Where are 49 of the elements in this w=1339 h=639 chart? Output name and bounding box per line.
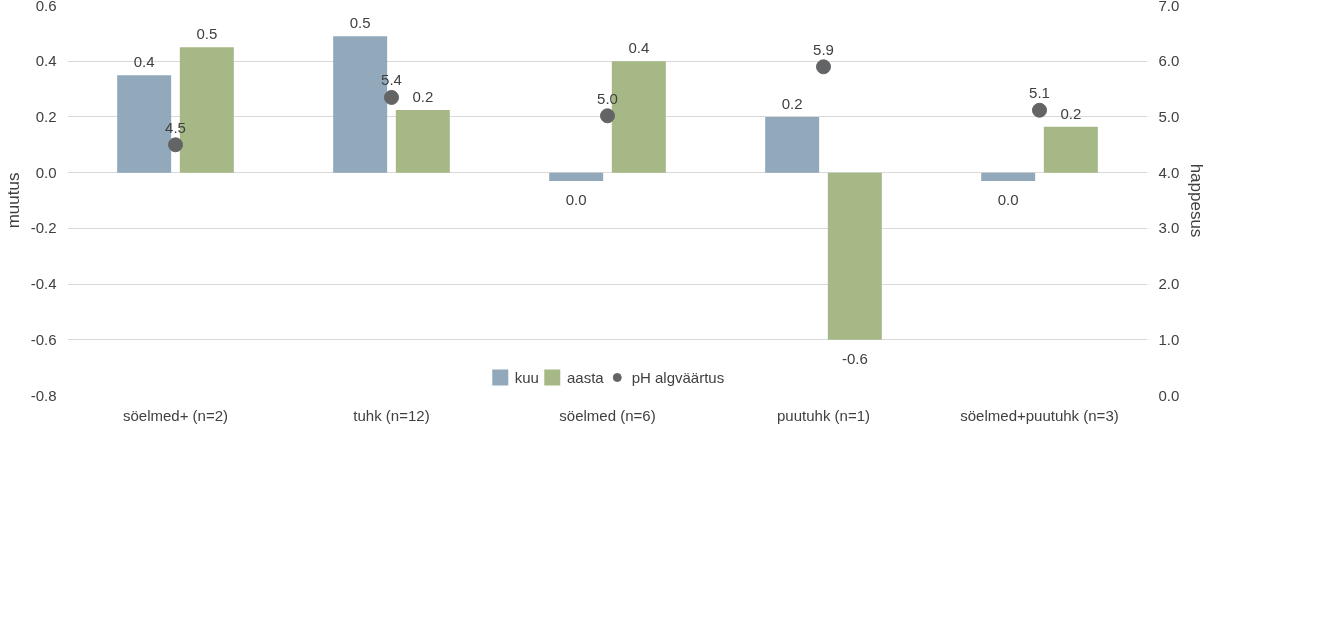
data-label: 0.2 [1060, 104, 1082, 122]
y2-tick-label: 3.0 [1158, 219, 1180, 237]
bar [981, 172, 1036, 181]
bar [765, 116, 820, 173]
x-tick-label: tuhk (n=12) [353, 406, 430, 424]
point [600, 108, 615, 124]
y2-tick-label: 2.0 [1158, 275, 1180, 293]
bar [827, 172, 882, 340]
data-label: 5.1 [1029, 84, 1050, 102]
y-tick-label: -0.4 [30, 275, 57, 293]
bar [395, 109, 450, 173]
legend-label: aasta [566, 368, 604, 386]
bar [1043, 126, 1098, 173]
y-tick-label: 0.0 [35, 163, 57, 181]
data-label: 0.5 [196, 25, 218, 43]
y2-tick-label: 6.0 [1158, 52, 1180, 70]
y-axis-title: muutus [3, 172, 23, 229]
legend-label: kuu [514, 368, 539, 386]
point [1032, 102, 1047, 118]
y-tick-label: -0.2 [30, 219, 57, 237]
y2-tick-label: 0.0 [1158, 386, 1180, 404]
data-label: 0.4 [628, 39, 650, 57]
y2-tick-label: 1.0 [1158, 330, 1180, 348]
data-label: -0.6 [841, 349, 868, 367]
data-label: 0.2 [412, 87, 434, 105]
y-tick-label: 0.6 [35, 0, 57, 14]
data-label: 0.5 [349, 14, 371, 32]
point [384, 89, 399, 105]
x-tick-label: puutuhk (n=1) [777, 406, 870, 424]
y2-axis-title: happesus [1187, 163, 1207, 238]
y-tick-label: 0.2 [35, 107, 57, 125]
y2-tick-label: 4.0 [1158, 163, 1180, 181]
y2-tick-label: 7.0 [1158, 0, 1180, 14]
y-tick-label: -0.8 [30, 386, 57, 404]
data-label: 5.9 [813, 40, 834, 58]
legend-label: pH algväärtus [631, 368, 725, 386]
y2-tick-label: 5.0 [1158, 107, 1180, 125]
bar [549, 172, 604, 181]
y-tick-label: 0.4 [35, 52, 57, 70]
point [168, 137, 183, 153]
point [816, 59, 831, 75]
data-label: 0.0 [565, 191, 587, 208]
y-tick-label: -0.6 [30, 330, 57, 348]
x-tick-label: söelmed+ (n=2) [122, 406, 229, 424]
data-label: 0.4 [133, 53, 155, 71]
x-tick-label: söelmed+puutuhk (n=3) [960, 406, 1119, 424]
data-label: 0.0 [997, 191, 1019, 208]
data-label: 0.2 [781, 94, 803, 112]
x-tick-label: söelmed (n=6) [559, 406, 656, 424]
